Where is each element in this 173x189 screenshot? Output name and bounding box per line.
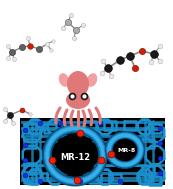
Text: MR-8: MR-8 xyxy=(117,149,135,153)
Ellipse shape xyxy=(53,134,97,176)
Ellipse shape xyxy=(66,91,90,109)
FancyBboxPatch shape xyxy=(20,118,165,185)
Ellipse shape xyxy=(113,139,137,161)
Text: MR-12: MR-12 xyxy=(60,153,90,161)
Ellipse shape xyxy=(87,73,97,87)
Ellipse shape xyxy=(67,71,89,97)
Ellipse shape xyxy=(59,73,69,87)
